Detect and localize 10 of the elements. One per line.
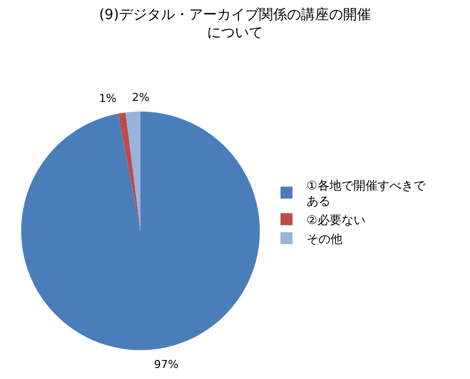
pie-slice [118, 112, 140, 231]
legend-label: ①各地で開催すべきである [306, 178, 426, 208]
data-label: 97% [154, 358, 178, 371]
pie-slice [21, 112, 260, 350]
chart-title: (9)デジタル・アーカイブ関係の講座の開催について [99, 6, 371, 42]
data-label: 1% [99, 92, 116, 105]
legend-label: ②必要ない [306, 212, 366, 227]
pie-slice [126, 112, 140, 231]
data-label: 2% [132, 91, 150, 104]
legend-label: その他 [306, 232, 342, 246]
